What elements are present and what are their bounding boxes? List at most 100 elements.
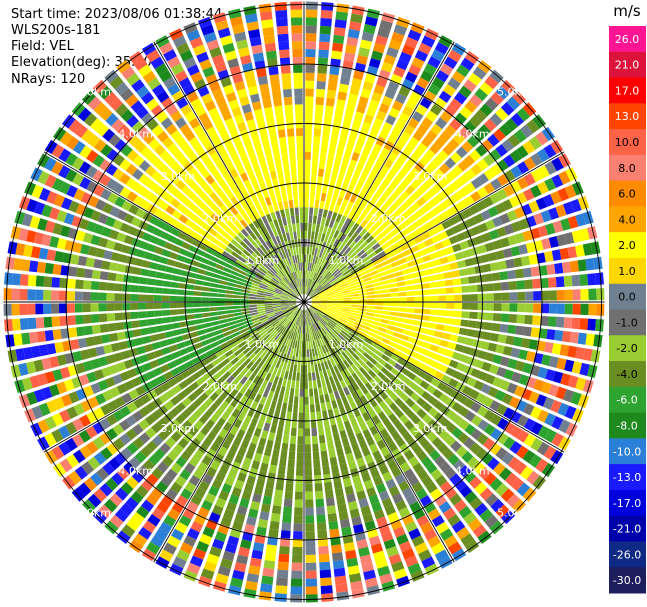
range-gate bbox=[292, 372, 297, 381]
range-gate bbox=[224, 349, 234, 358]
range-gate bbox=[579, 273, 589, 286]
range-gate bbox=[141, 112, 154, 125]
range-gate bbox=[522, 487, 537, 502]
range-gate bbox=[213, 329, 223, 336]
range-gate bbox=[218, 129, 230, 140]
range-gate bbox=[308, 308, 314, 315]
range-gate bbox=[114, 81, 129, 96]
range-gate bbox=[283, 427, 291, 436]
range-gate bbox=[106, 292, 115, 301]
range-gate bbox=[178, 214, 189, 224]
range-gate bbox=[472, 339, 482, 348]
range-gate bbox=[205, 73, 218, 85]
range-gate bbox=[445, 170, 457, 182]
range-gate bbox=[320, 585, 333, 595]
range-gate bbox=[234, 391, 244, 402]
range-gate bbox=[347, 366, 355, 375]
range-gate bbox=[400, 262, 410, 270]
range-gate bbox=[297, 159, 304, 168]
range-gate bbox=[146, 318, 156, 326]
range-gate bbox=[439, 528, 454, 541]
range-gate bbox=[214, 61, 227, 73]
range-gate bbox=[337, 455, 346, 465]
range-gate bbox=[394, 408, 404, 419]
range-gate bbox=[323, 261, 330, 269]
range-gate bbox=[164, 266, 174, 274]
range-gate bbox=[197, 461, 209, 473]
range-gate bbox=[343, 226, 351, 236]
range-gate bbox=[186, 91, 199, 103]
range-gate bbox=[332, 162, 340, 172]
range-gate bbox=[280, 268, 287, 277]
range-ring-label: 3.0km bbox=[160, 422, 195, 435]
range-gate bbox=[209, 307, 218, 312]
range-gate bbox=[313, 323, 319, 331]
range-gate bbox=[171, 90, 185, 103]
range-gate bbox=[375, 110, 387, 121]
range-gate bbox=[114, 293, 123, 301]
range-gate bbox=[154, 528, 169, 541]
range-gate bbox=[218, 103, 230, 114]
range-gate bbox=[459, 485, 473, 498]
range-gate bbox=[306, 309, 309, 318]
range-gate bbox=[333, 480, 343, 490]
range-gate bbox=[290, 9, 303, 18]
range-gate bbox=[343, 420, 352, 430]
range-gate bbox=[252, 279, 261, 285]
range-gate bbox=[446, 295, 455, 302]
range-gate bbox=[287, 191, 293, 201]
range-gate bbox=[203, 560, 217, 573]
range-gate bbox=[249, 312, 259, 316]
range-gate bbox=[308, 289, 314, 296]
range-gate bbox=[120, 144, 133, 157]
range-gate bbox=[319, 394, 325, 404]
range-gate bbox=[482, 196, 494, 208]
range-gate bbox=[224, 362, 234, 371]
range-gate bbox=[501, 139, 515, 153]
range-gate bbox=[439, 461, 452, 474]
range-gate bbox=[292, 290, 299, 297]
range-gate bbox=[237, 472, 247, 483]
range-gate bbox=[299, 286, 302, 295]
range-gate bbox=[121, 524, 136, 538]
range-gate bbox=[288, 302, 297, 305]
range-gate bbox=[489, 192, 501, 204]
range-gate bbox=[187, 403, 198, 414]
range-gate bbox=[537, 409, 549, 423]
range-gate bbox=[439, 417, 451, 429]
range-gate bbox=[364, 318, 373, 324]
range-gate bbox=[253, 229, 261, 238]
range-gate bbox=[269, 280, 278, 287]
range-gate bbox=[265, 355, 273, 364]
range-gate bbox=[11, 303, 20, 316]
range-gate bbox=[390, 307, 399, 312]
range-gate bbox=[240, 439, 250, 450]
range-gate bbox=[25, 361, 37, 374]
range-gate bbox=[275, 585, 288, 595]
range-gate bbox=[331, 42, 344, 52]
range-gate bbox=[87, 134, 101, 148]
range-gate bbox=[383, 246, 393, 255]
range-gate bbox=[521, 203, 533, 216]
range-gate bbox=[198, 414, 209, 425]
range-gate bbox=[240, 422, 249, 432]
range-gate bbox=[479, 508, 494, 523]
range-gate bbox=[226, 282, 236, 287]
range-gate bbox=[59, 225, 71, 238]
range-gate bbox=[555, 204, 567, 218]
range-gate bbox=[161, 287, 171, 295]
range-gate bbox=[284, 288, 292, 294]
range-gate bbox=[396, 372, 406, 382]
colorbar-swatch bbox=[609, 206, 646, 233]
range-gate bbox=[61, 475, 76, 490]
range-gate bbox=[501, 510, 516, 525]
range-gate bbox=[257, 292, 266, 296]
range-gate bbox=[472, 129, 486, 143]
range-gate bbox=[194, 233, 205, 243]
range-gate bbox=[217, 27, 231, 39]
range-gate bbox=[317, 530, 328, 539]
range-gate bbox=[338, 405, 346, 415]
range-gate bbox=[99, 483, 113, 497]
range-gate bbox=[190, 98, 203, 110]
range-gate bbox=[93, 369, 105, 381]
